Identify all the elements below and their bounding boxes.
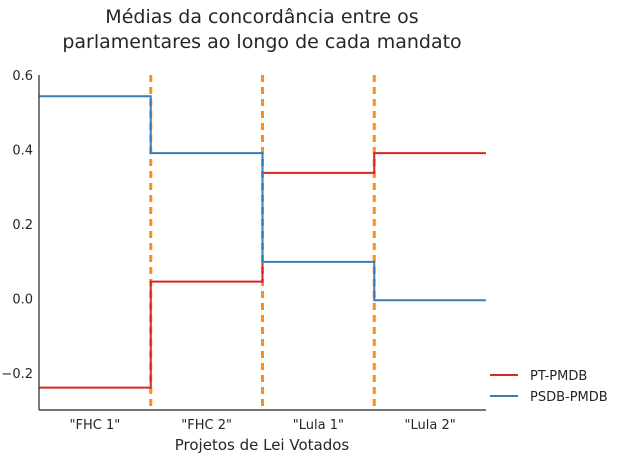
x-tick-labels: "FHC 1" "FHC 2" "Lula 1" "Lula 2"	[70, 418, 456, 433]
x-tick-label: "FHC 1"	[70, 418, 121, 433]
chart-title-line-2: parlamentares ao longo de cada mandato	[62, 31, 461, 53]
y-tick-label: 0.2	[12, 218, 33, 233]
x-tick-label: "FHC 2"	[181, 418, 232, 433]
x-tick-label: "Lula 2"	[405, 418, 456, 433]
y-tick-labels: 0.6 0.4 0.2 0.0 −0.2	[1, 69, 33, 382]
chart-title-line-1: Médias da concordância entre os	[105, 6, 418, 28]
x-axis-label: Projetos de Lei Votados	[175, 436, 350, 454]
x-tick-label: "Lula 1"	[293, 418, 344, 433]
legend-label: PSDB-PMDB	[530, 390, 608, 405]
series-lines	[39, 95, 486, 389]
y-tick-label: 0.4	[12, 143, 33, 158]
legend-label: PT-PMDB	[530, 369, 587, 384]
series-line-psdb-pmdb	[39, 95, 486, 302]
chart-title: Médias da concordância entre os parlamen…	[62, 6, 461, 53]
y-tick-label: −0.2	[1, 367, 33, 382]
y-tick-label: 0.6	[12, 69, 33, 84]
y-tick-label: 0.0	[12, 292, 33, 307]
legend: PT-PMDB PSDB-PMDB	[490, 369, 608, 405]
